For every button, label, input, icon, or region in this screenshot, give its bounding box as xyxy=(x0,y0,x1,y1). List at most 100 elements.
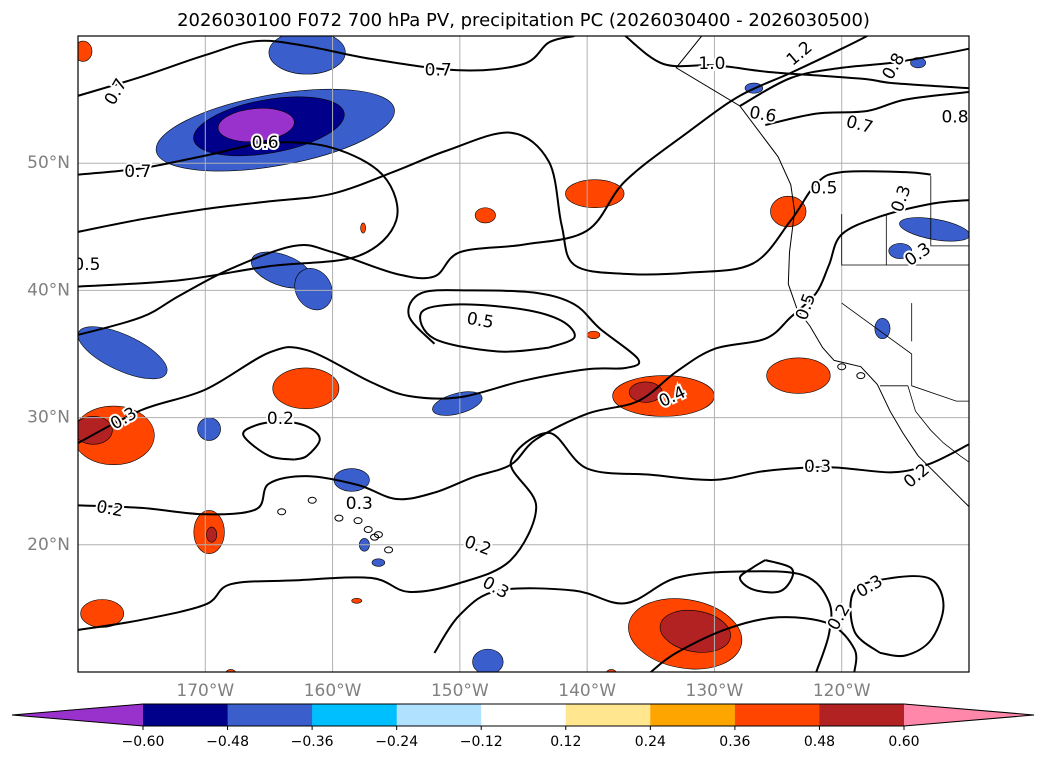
lon-tick-label: 120°W xyxy=(813,681,871,701)
lat-tick-label: 30°N xyxy=(27,408,70,428)
pv-contour xyxy=(78,199,969,516)
island xyxy=(363,526,373,534)
island xyxy=(277,508,287,516)
colorbar: −0.60 −0.48 −0.36 −0.24 −0.12 0.12 0.24 0.36 0.4… xyxy=(11,703,1035,750)
precip-region xyxy=(474,207,496,224)
contour-label: 0.2 xyxy=(267,409,294,429)
precip-region xyxy=(628,381,663,403)
pv-contour xyxy=(78,431,969,631)
chart-title: 2026030100 F072 700 hPa PV, precipitatio… xyxy=(177,10,870,31)
state-border xyxy=(930,175,969,247)
colorbar-segment xyxy=(396,704,482,726)
pv-contour xyxy=(765,91,969,126)
precip-region xyxy=(272,367,340,410)
precip-region xyxy=(206,526,218,543)
island xyxy=(370,533,380,541)
precip-region xyxy=(899,217,969,242)
precip-region xyxy=(217,107,295,143)
lat-tick-label: 40°N xyxy=(27,280,70,300)
island xyxy=(856,372,866,380)
contour-label: 0.3 xyxy=(346,494,373,514)
lon-tick-label: 160°W xyxy=(304,681,362,701)
island xyxy=(384,546,394,554)
precip-region xyxy=(80,599,125,628)
precip-region xyxy=(472,648,504,672)
contour-label: 0.5 xyxy=(810,179,837,199)
lat-tick-label: 50°N xyxy=(27,153,70,173)
colorbar-segment xyxy=(143,704,229,726)
pv-contour xyxy=(624,36,969,90)
colorbar-segment xyxy=(734,704,820,726)
precip-region xyxy=(78,40,93,62)
precip-region xyxy=(874,318,891,340)
contour-label: 0.6 xyxy=(252,133,279,153)
precip-region xyxy=(294,268,333,311)
colorbar-tick-label: 0.60 xyxy=(888,734,919,750)
map-frame xyxy=(77,35,970,673)
contour-label: 0.3 xyxy=(804,457,831,477)
colorbar-tick-label: 0.48 xyxy=(804,734,835,750)
contour-label: 0.7 xyxy=(124,162,151,182)
colorbar-segment xyxy=(819,704,905,726)
pv-contour xyxy=(242,420,321,461)
colorbar-tick-label: −0.12 xyxy=(460,734,503,750)
colorbar-tick-label: −0.60 xyxy=(122,734,165,750)
pv-contour-layer xyxy=(78,36,969,672)
pv-contour xyxy=(433,570,833,672)
precip-region xyxy=(78,416,113,445)
island xyxy=(353,517,363,525)
colorbar-segment xyxy=(481,704,567,726)
state-border xyxy=(907,385,969,463)
precip-region xyxy=(360,222,366,234)
colorbar-extend-low xyxy=(12,704,143,726)
lon-tick-label: 130°W xyxy=(686,681,744,701)
colorbar-tick-label: −0.36 xyxy=(291,734,334,750)
contour-label: 0.5 xyxy=(73,255,100,275)
state-border xyxy=(841,302,969,402)
colorbar-tick-label: 0.12 xyxy=(550,734,581,750)
pv-contour xyxy=(650,616,858,672)
colorbar-segment xyxy=(650,704,736,726)
precip-region xyxy=(586,330,601,340)
pv-contour xyxy=(78,131,931,276)
precip-region xyxy=(766,357,831,394)
precip-region xyxy=(770,195,807,228)
pv-contour xyxy=(739,47,969,107)
contour-label: 0.7 xyxy=(425,60,452,80)
pv-contour xyxy=(419,303,576,353)
colorbar-tick-label: −0.24 xyxy=(375,734,418,750)
lon-tick-label: 150°W xyxy=(431,681,489,701)
gridlines xyxy=(78,36,969,672)
pv-contour xyxy=(78,36,868,336)
lat-tick-label: 20°N xyxy=(27,535,70,555)
coastline-layer xyxy=(277,36,969,554)
precip-region xyxy=(659,609,731,653)
island xyxy=(334,514,344,522)
contour-label: 0.8 xyxy=(941,107,968,127)
pv-contour xyxy=(78,36,575,97)
colorbar-tick-label: 0.24 xyxy=(635,734,666,750)
colorbar-segment xyxy=(565,704,651,726)
colorbar-segment xyxy=(312,704,398,726)
colorbar-tick-label: 0.36 xyxy=(719,734,750,750)
precip-region xyxy=(197,417,221,441)
precip-region xyxy=(371,558,386,567)
colorbar-tick-label: −0.48 xyxy=(206,734,249,750)
precip-region xyxy=(268,36,346,75)
contour-label: 1.0 xyxy=(698,54,725,74)
lon-tick-label: 170°W xyxy=(176,681,234,701)
pv-contour xyxy=(738,559,795,594)
precip-region xyxy=(225,669,236,672)
precip-region xyxy=(606,669,617,672)
precip-region xyxy=(78,326,168,380)
pv-contour xyxy=(78,289,641,444)
island xyxy=(837,363,847,371)
longitude-labels: 170°W 160°W 150°W 140°W 130°W 120°W xyxy=(176,681,870,701)
island xyxy=(307,496,317,504)
colorbar-segment xyxy=(227,704,313,726)
colorbar-extend-high xyxy=(904,704,1034,726)
pv-contour xyxy=(849,575,945,658)
coastline xyxy=(675,36,969,507)
contour-label: 0.5 xyxy=(465,309,495,333)
